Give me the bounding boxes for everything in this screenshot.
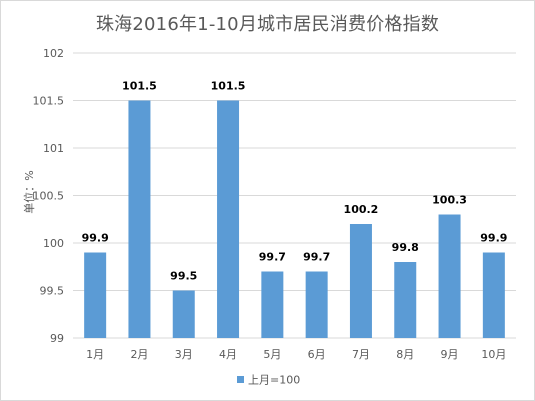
x-tick-label: 4月 [219, 348, 237, 361]
y-axis-label: 单位：% [22, 170, 36, 213]
chart-title: 珠海2016年1-10月城市居民消费价格指数 [95, 14, 440, 35]
bar [349, 224, 372, 338]
data-label: 99.7 [303, 251, 330, 264]
y-tick-label: 99.5 [40, 285, 65, 298]
y-tick-label: 100.5 [33, 190, 65, 203]
data-label: 100.3 [432, 194, 467, 207]
x-tick-label: 7月 [352, 348, 370, 361]
bar [305, 271, 328, 338]
y-tick-label: 101 [43, 142, 64, 155]
x-tick-label: 2月 [130, 348, 148, 361]
y-tick-label: 99 [50, 332, 64, 345]
legend-label: 上月=100 [248, 374, 300, 387]
data-label: 99.7 [259, 251, 286, 264]
data-label: 100.2 [344, 203, 379, 216]
y-axis-ticks: 99 99.5 100 100.5 101 101.5 102 [33, 47, 65, 345]
y-tick-label: 102 [43, 47, 64, 60]
x-tick-label: 1月 [86, 348, 104, 361]
x-tick-label: 5月 [263, 348, 281, 361]
x-axis-categories: 1月 2月 3月 4月 5月 6月 7月 8月 9月 10月 [86, 348, 506, 361]
x-tick-label: 6月 [308, 348, 326, 361]
bar [261, 271, 284, 338]
data-label: 101.5 [122, 80, 157, 93]
legend-swatch [237, 376, 244, 383]
x-tick-label: 8月 [396, 348, 414, 361]
bar [217, 100, 240, 338]
data-label: 99.9 [82, 232, 109, 245]
data-labels: 99.9 101.5 99.5 101.5 99.7 99.7 100.2 99.8 100.3… [82, 80, 508, 283]
bar [394, 262, 417, 338]
data-label: 99.8 [392, 241, 419, 254]
bar [438, 214, 461, 338]
data-label: 99.5 [170, 270, 197, 283]
bars [84, 100, 505, 338]
x-tick-label: 10月 [481, 348, 506, 361]
y-tick-label: 100 [43, 237, 64, 250]
x-tick-label: 3月 [175, 348, 193, 361]
bar [482, 252, 505, 338]
y-tick-label: 101.5 [33, 95, 65, 108]
x-tick-label: 9月 [441, 348, 459, 361]
bar [128, 100, 151, 338]
bar [172, 290, 195, 338]
legend: 上月=100 [237, 374, 300, 387]
data-label: 99.9 [480, 232, 507, 245]
data-label: 101.5 [211, 80, 246, 93]
bar [84, 252, 107, 338]
